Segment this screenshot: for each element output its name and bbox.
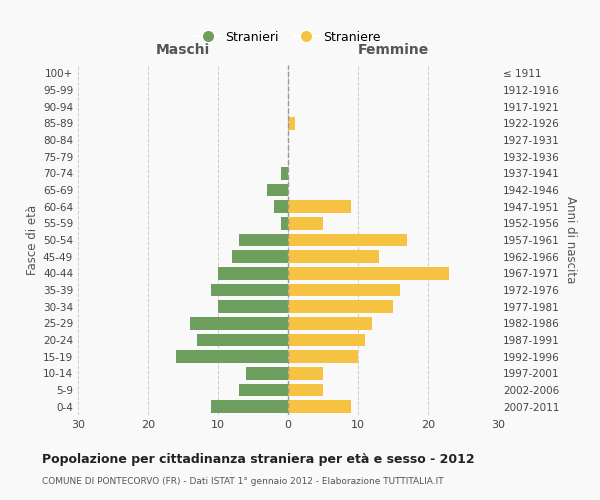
Bar — [190, 317, 288, 330]
Bar — [288, 350, 358, 363]
Bar — [288, 317, 372, 330]
Bar — [246, 367, 288, 380]
Bar — [288, 334, 365, 346]
Bar — [288, 267, 449, 280]
Bar — [288, 217, 323, 230]
Bar — [274, 200, 288, 213]
Y-axis label: Anni di nascita: Anni di nascita — [564, 196, 577, 284]
Bar — [281, 167, 288, 179]
Text: Maschi: Maschi — [156, 44, 210, 58]
Bar — [211, 284, 288, 296]
Bar — [281, 217, 288, 230]
Bar — [218, 267, 288, 280]
Bar — [232, 250, 288, 263]
Bar — [288, 284, 400, 296]
Bar — [176, 350, 288, 363]
Text: Popolazione per cittadinanza straniera per età e sesso - 2012: Popolazione per cittadinanza straniera p… — [42, 452, 475, 466]
Bar — [218, 300, 288, 313]
Legend: Stranieri, Straniere: Stranieri, Straniere — [190, 26, 386, 49]
Y-axis label: Fasce di età: Fasce di età — [26, 205, 39, 275]
Bar — [239, 234, 288, 246]
Bar — [288, 400, 351, 413]
Bar — [197, 334, 288, 346]
Bar — [288, 234, 407, 246]
Text: COMUNE DI PONTECORVO (FR) - Dati ISTAT 1° gennaio 2012 - Elaborazione TUTTITALIA: COMUNE DI PONTECORVO (FR) - Dati ISTAT 1… — [42, 478, 443, 486]
Bar — [288, 367, 323, 380]
Bar — [267, 184, 288, 196]
Bar — [288, 384, 323, 396]
Bar — [288, 300, 393, 313]
Bar — [288, 117, 295, 130]
Bar — [288, 200, 351, 213]
Bar — [288, 250, 379, 263]
Bar — [239, 384, 288, 396]
Bar — [211, 400, 288, 413]
Text: Femmine: Femmine — [358, 44, 428, 58]
